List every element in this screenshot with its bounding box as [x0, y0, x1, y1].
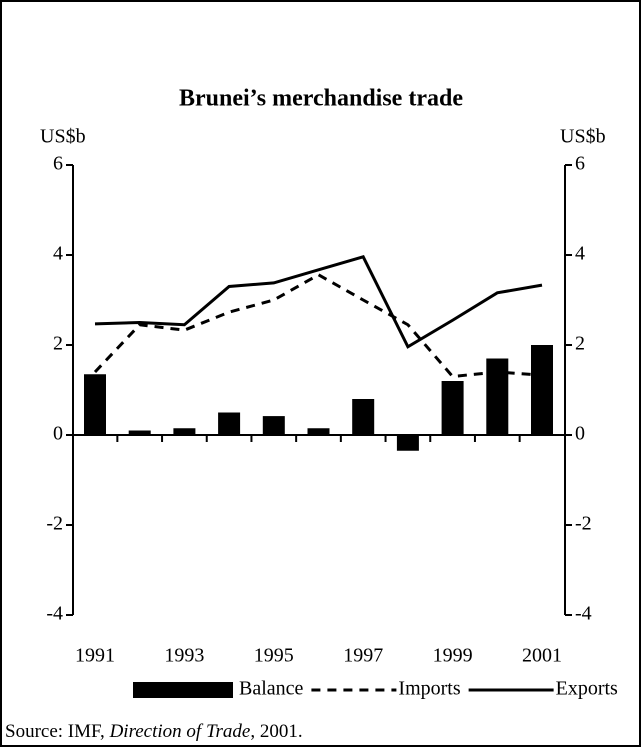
y-tick-label: 0 [53, 423, 63, 445]
y2-tick-label: 4 [575, 243, 585, 265]
chart-title: Brunei’s merchandise trade [179, 86, 463, 112]
x-tick-label: 1999 [433, 645, 473, 667]
y2-tick-label: -4 [575, 603, 592, 625]
line [93, 273, 543, 379]
source-title: Direction of Trade [109, 721, 251, 742]
y-tick-label: 4 [53, 243, 63, 265]
legend-swatch [133, 682, 233, 698]
source-text: , 2001. [250, 721, 302, 742]
line [94, 255, 543, 349]
bar [128, 430, 151, 435]
bar [531, 345, 553, 435]
y-tick-label: -2 [46, 513, 63, 535]
x-tick-label: 1993 [164, 645, 204, 667]
bar [352, 399, 375, 435]
bar [84, 374, 106, 435]
bar [218, 412, 241, 435]
y2-tick-label: 6 [575, 153, 585, 175]
y-tick-label: 6 [53, 153, 63, 175]
y2-tick-label: -2 [575, 513, 592, 535]
legend-label: Balance [239, 678, 304, 700]
y-axis-label: US$b [40, 126, 86, 148]
x-tick-label: 1995 [254, 645, 294, 667]
legend-label: Exports [556, 678, 618, 700]
bar [307, 428, 330, 435]
source: Source: IMF, Direction of Trade, 2001. [5, 721, 303, 742]
y2-tick-label: 2 [575, 333, 585, 355]
x-tick-label: 1991 [75, 645, 115, 667]
bar [173, 428, 196, 435]
bar [396, 435, 419, 451]
x-tick-label: 2001 [522, 645, 562, 667]
x-tick-label: 1997 [343, 645, 383, 667]
bar [262, 416, 285, 435]
y2-axis-label: US$b [560, 126, 606, 148]
source-text: Source: IMF, [5, 721, 110, 742]
bar [441, 381, 464, 435]
y-tick-label: -4 [46, 603, 63, 625]
legend-label: Imports [398, 678, 460, 700]
bar [486, 358, 509, 435]
y-tick-label: 2 [53, 333, 63, 355]
y2-tick-label: 0 [575, 423, 585, 445]
